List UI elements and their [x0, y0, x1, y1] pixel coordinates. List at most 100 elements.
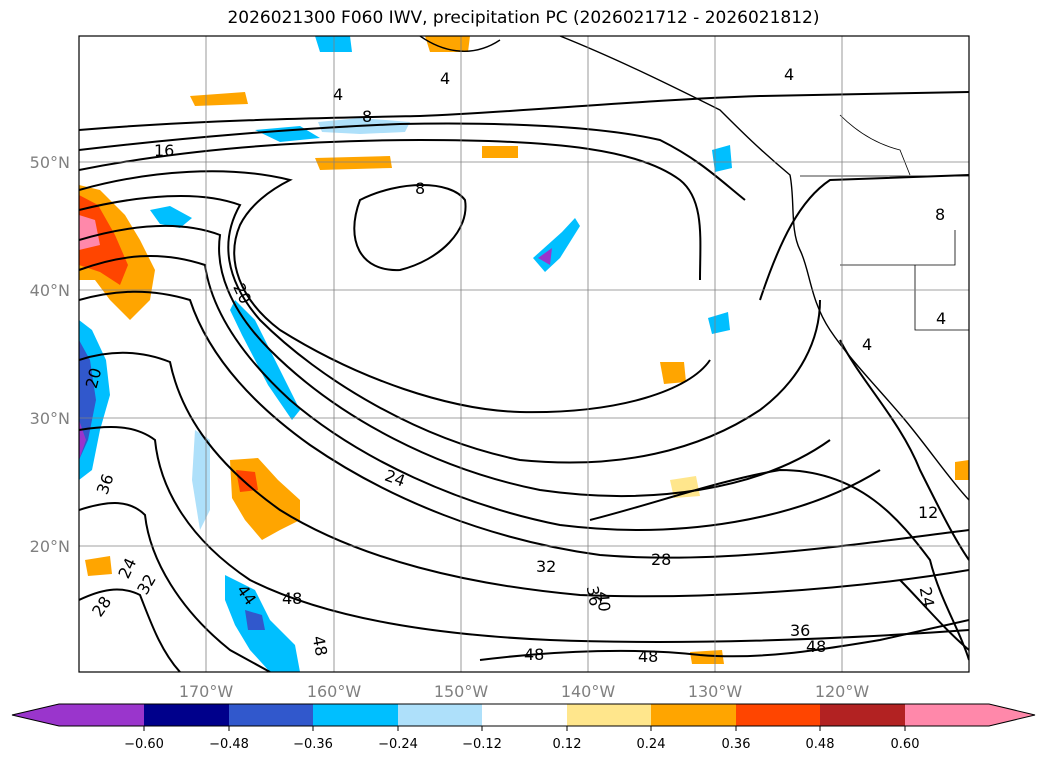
precip-negative-area — [712, 145, 732, 172]
contour-label: 40 — [593, 591, 614, 613]
coastline-path — [559, 36, 969, 501]
contour-line — [479, 619, 969, 661]
lon-label: 140°W — [561, 682, 616, 701]
precip-positive-area — [79, 195, 128, 285]
lon-label: 150°W — [434, 682, 489, 701]
contour-line — [79, 351, 969, 598]
precip-negative-area — [245, 610, 265, 630]
contour-label: 24 — [916, 585, 938, 608]
contour-line — [79, 224, 831, 497]
contour-line — [79, 254, 881, 531]
colorbar-label: −0.24 — [378, 737, 418, 752]
precip-positive-area — [660, 362, 686, 384]
colorbar-segment — [736, 704, 820, 726]
contour-line — [353, 184, 467, 272]
colorbar-label: −0.48 — [209, 737, 249, 752]
colorbar-segment — [144, 704, 229, 726]
contour-label: 4 — [936, 309, 946, 328]
precip-positive-area — [955, 460, 969, 480]
map-title: 2026021300 F060 IWV, precipitation PC (2… — [227, 8, 820, 28]
precip-negative-area — [315, 36, 352, 52]
colorbar-segment — [820, 704, 905, 726]
contour-line — [79, 502, 271, 672]
colorbar-segment — [59, 704, 144, 726]
contour-label: 36 — [790, 621, 810, 640]
contour-line — [899, 579, 969, 651]
coastline — [419, 36, 969, 501]
contour-line — [79, 91, 969, 131]
colorbar-segment — [398, 704, 482, 726]
contour-label: 32 — [536, 557, 556, 576]
lat-label: 30°N — [30, 409, 70, 428]
precip-positive-area — [190, 92, 248, 106]
contour-label: 20 — [82, 366, 106, 391]
lat-label: 50°N — [30, 153, 70, 172]
colorbar-segment — [313, 704, 398, 726]
colorbar-label: 0.60 — [891, 737, 920, 752]
contour-line — [79, 290, 969, 559]
border-path — [840, 230, 956, 266]
colorbar-label: −0.60 — [124, 737, 164, 752]
map-background — [79, 36, 969, 672]
colorbar-label: −0.12 — [462, 737, 502, 752]
map-frame — [78, 35, 970, 673]
contour-line — [79, 138, 702, 281]
precip-positive-area — [236, 470, 258, 492]
lon-label: 130°W — [688, 682, 743, 701]
contour-label: 36 — [583, 584, 605, 607]
contour-label: 48 — [638, 647, 658, 666]
contour-line — [79, 588, 181, 672]
precip-positive-area — [690, 650, 724, 664]
contour-label: 4 — [440, 69, 450, 88]
colorbar-extend-high — [989, 704, 1035, 726]
colorbar-outline — [11, 703, 1036, 727]
colorbar-extend-low — [12, 704, 59, 726]
graticule — [79, 36, 969, 672]
lon-label: 160°W — [307, 682, 362, 701]
colorbar: −0.60 −0.48 −0.36 −0.24 −0.12 0.12 0.24 … — [11, 703, 1036, 752]
contour-label: 8 — [935, 205, 945, 224]
contour-label: 48 — [806, 637, 826, 656]
precip-negative-area — [150, 206, 192, 228]
lon-label: 170°W — [179, 682, 234, 701]
contour-label: 4 — [784, 65, 794, 84]
contour-label: 16 — [154, 141, 174, 160]
contour-label: 48 — [309, 634, 331, 657]
colorbar-label: 0.48 — [806, 737, 835, 752]
precip-positive-area — [85, 556, 112, 576]
colorbar-segment — [229, 704, 313, 726]
contour-line — [839, 339, 969, 561]
contour-label: 48 — [524, 645, 544, 664]
colorbar-label: 0.24 — [637, 737, 666, 752]
contour-label: 4 — [333, 85, 343, 104]
border-path — [914, 265, 969, 331]
colorbar-segment — [905, 704, 989, 726]
precip-negative-area — [708, 312, 730, 334]
contour-label: 8 — [415, 179, 425, 198]
colorbar-segment — [567, 704, 651, 726]
precip-positive-area — [425, 36, 470, 52]
contour-line — [79, 426, 969, 643]
lat-label: 40°N — [30, 281, 70, 300]
colorbar-label: −0.36 — [293, 737, 333, 752]
lon-axis: 170°W 160°W 150°W 140°W 130°W 120°W — [179, 682, 870, 701]
contour-line — [79, 122, 746, 201]
contour-label: 4 — [862, 335, 872, 354]
colorbar-segment — [651, 704, 736, 726]
contour-line — [589, 468, 969, 661]
precip-negative-area — [230, 300, 300, 420]
lat-axis: 50°N 40°N 30°N 20°N — [30, 153, 70, 556]
colorbar-segment — [482, 704, 567, 726]
contour-label: 8 — [362, 107, 372, 126]
lon-label: 120°W — [815, 682, 870, 701]
precip-positive-area — [482, 146, 518, 158]
contour-line — [79, 170, 711, 414]
precip-negative-area — [538, 248, 552, 265]
lat-label: 20°N — [30, 537, 70, 556]
colorbar-label: 0.12 — [553, 737, 582, 752]
contour-label: 12 — [918, 503, 938, 522]
contour-label: 28 — [651, 550, 671, 569]
contour-line — [79, 194, 821, 464]
coastline-path — [419, 36, 501, 52]
